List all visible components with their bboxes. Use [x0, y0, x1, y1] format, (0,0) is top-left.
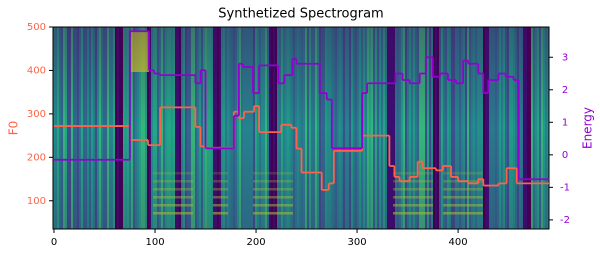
y-tick-label: 200 [27, 152, 46, 163]
x-tick-label: 400 [449, 237, 468, 248]
y-tick-label: 300 [27, 109, 46, 120]
y2-axis-label: Energy [581, 107, 595, 149]
plot-frame [52, 26, 550, 230]
x-tick-label: 0 [51, 237, 57, 248]
y-tick-label: 100 [27, 196, 46, 207]
x-tick-label: 200 [246, 237, 265, 248]
y2-tick-label: -1 [560, 182, 570, 193]
x-tick-label: 100 [145, 237, 164, 248]
x-tick-label: 300 [348, 237, 367, 248]
y2-tick-label: -2 [560, 215, 570, 226]
y-tick-label: 500 [27, 22, 46, 33]
spectrogram-fade [53, 27, 549, 229]
spectrogram-image [53, 27, 549, 229]
y-tick-label: 400 [27, 65, 46, 76]
y-axis-label: F0 [7, 121, 21, 136]
y2-tick-label: 0 [562, 150, 568, 161]
y2-tick-label: 2 [562, 85, 568, 96]
chart-title: Synthetized Spectrogram [218, 7, 383, 22]
y2-tick-label: 1 [562, 117, 568, 128]
y2-tick-label: 3 [562, 52, 568, 63]
